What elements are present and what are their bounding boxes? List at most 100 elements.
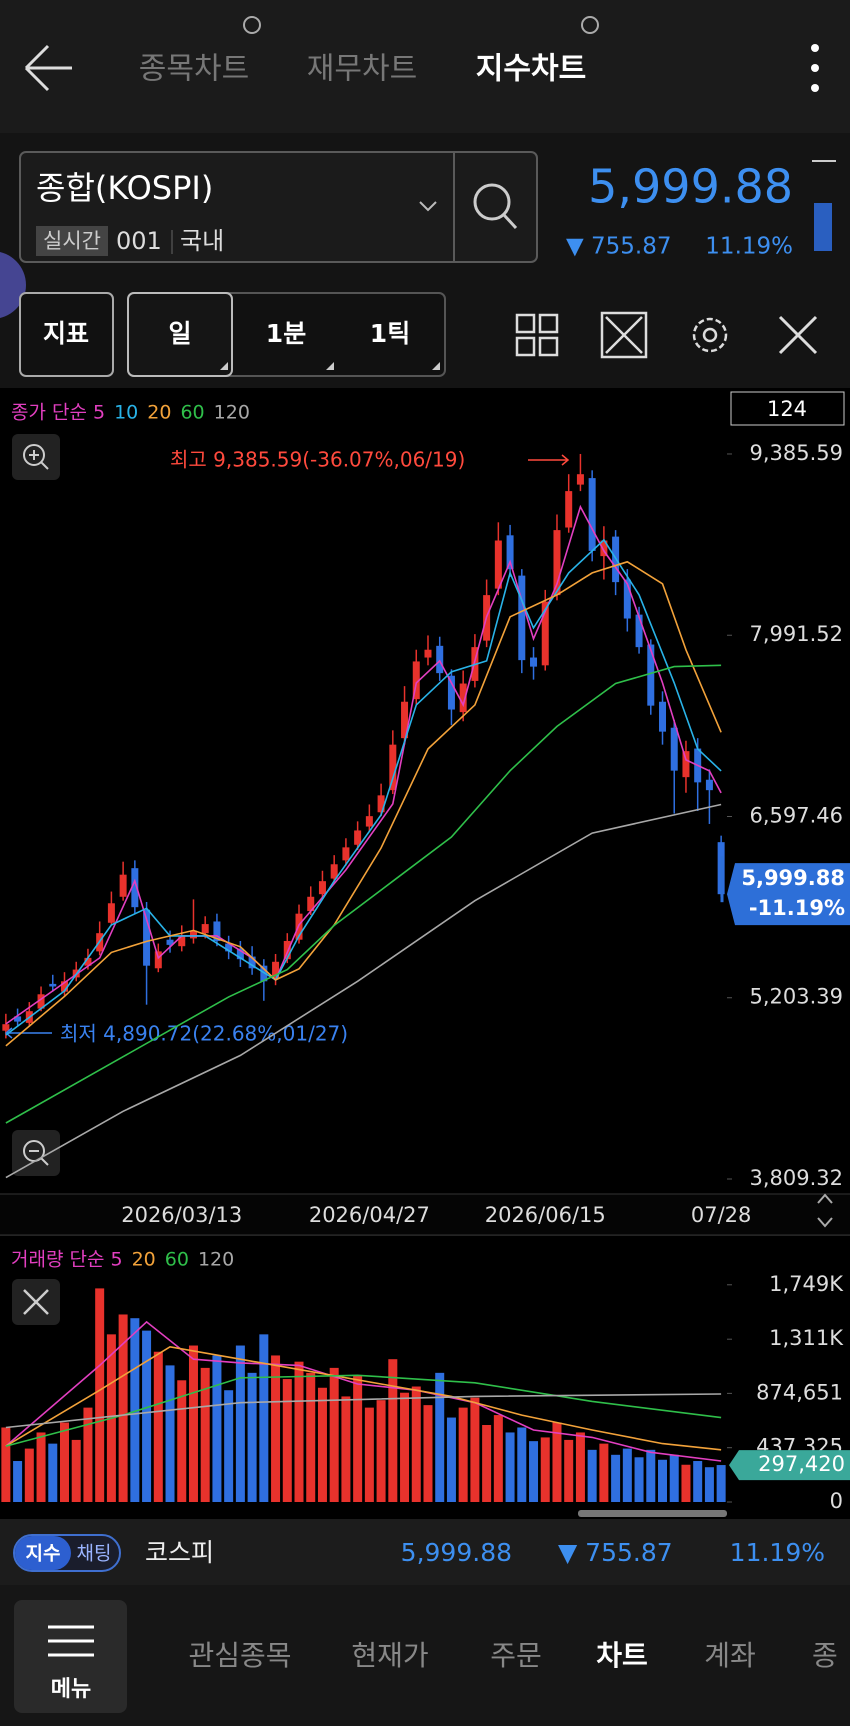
annotation-arrow bbox=[528, 454, 570, 466]
settings-button[interactable] bbox=[692, 317, 728, 353]
back-button[interactable] bbox=[24, 44, 72, 92]
tab-active[interactable]: 지수차트 bbox=[476, 52, 586, 87]
y-tick-label: 9,385.59 bbox=[749, 441, 843, 465]
tab[interactable]: 종목차트 bbox=[139, 52, 249, 87]
volume-bar bbox=[247, 1372, 257, 1502]
legend-entry: 거래량 단순 5 bbox=[11, 1249, 123, 1271]
volume-bar bbox=[95, 1288, 105, 1502]
last-volume-tag bbox=[729, 1450, 850, 1481]
candle-body bbox=[647, 644, 655, 706]
y-tick-label: 6,597.46 bbox=[749, 803, 843, 827]
nav-tab[interactable]: 현재가 bbox=[351, 1639, 428, 1672]
nav-tab[interactable]: 관심종목 bbox=[188, 1639, 291, 1672]
volume-bar bbox=[282, 1379, 292, 1502]
bottom-nav bbox=[0, 1585, 850, 1726]
tag-box bbox=[36, 226, 108, 256]
annotation-low: 최저 4,890.72(22.68%,01/27) bbox=[60, 1022, 348, 1046]
date-axis bbox=[0, 1194, 850, 1235]
legend-entry: 종가 단순 5 bbox=[11, 402, 105, 424]
period[interactable]: 일 bbox=[168, 319, 191, 348]
volume-bar bbox=[1, 1427, 11, 1502]
fullscreen-button[interactable] bbox=[600, 311, 648, 359]
candle-body bbox=[342, 847, 350, 861]
symbol-code: 001 bbox=[116, 227, 162, 255]
nav-tab[interactable]: 주문 bbox=[490, 1639, 542, 1672]
candle-body bbox=[541, 601, 549, 666]
volume-bar bbox=[317, 1387, 327, 1502]
candle-body bbox=[588, 478, 596, 551]
zoom-out-button[interactable] bbox=[12, 1130, 60, 1176]
price: 5,999.88 bbox=[588, 160, 793, 214]
volume-bar bbox=[564, 1439, 574, 1502]
top-bar bbox=[0, 0, 850, 133]
indicator-button[interactable] bbox=[19, 292, 114, 377]
candle-body bbox=[107, 903, 115, 923]
candle-body bbox=[2, 1024, 10, 1031]
volume-bar bbox=[118, 1314, 128, 1502]
y-tick-label: 7,991.52 bbox=[749, 622, 843, 646]
ticker-chat[interactable]: 채팅 bbox=[77, 1543, 112, 1565]
candle-body bbox=[307, 896, 315, 912]
volume-bar bbox=[200, 1367, 210, 1502]
moving-average-line bbox=[5, 664, 722, 1124]
volume-bar bbox=[505, 1432, 515, 1502]
candle-body bbox=[272, 961, 280, 979]
last-price-tag bbox=[727, 863, 850, 926]
tools-button[interactable] bbox=[778, 315, 818, 355]
volume-bar bbox=[669, 1454, 679, 1502]
candle-body bbox=[14, 1016, 22, 1022]
price-change-pct: 11.19% bbox=[705, 234, 793, 260]
candle-body bbox=[600, 540, 608, 557]
candle-body bbox=[154, 951, 162, 969]
volume-bar bbox=[400, 1392, 410, 1502]
volume-bar bbox=[329, 1367, 339, 1502]
volume-bar bbox=[188, 1345, 198, 1502]
volume-bar bbox=[341, 1396, 351, 1502]
more-button[interactable] bbox=[811, 44, 819, 92]
period[interactable]: 1분 bbox=[266, 319, 306, 348]
candle-body bbox=[201, 924, 209, 934]
ticker-badge-bg bbox=[15, 1536, 71, 1570]
candle-body bbox=[189, 930, 197, 939]
candle-body bbox=[494, 540, 502, 589]
volume-bar bbox=[529, 1441, 539, 1502]
candle-body bbox=[248, 956, 256, 969]
volume-bar bbox=[716, 1465, 726, 1502]
period[interactable]: 1틱 bbox=[370, 319, 410, 348]
candle-body bbox=[553, 530, 561, 596]
tab[interactable]: 재무차트 bbox=[307, 52, 417, 87]
volume-bar bbox=[24, 1448, 34, 1502]
ticker-name: 코스피 bbox=[145, 1538, 214, 1567]
zoom-in-button[interactable] bbox=[12, 434, 60, 480]
layout-button[interactable] bbox=[515, 313, 559, 357]
candle-body bbox=[530, 657, 538, 667]
candle-body bbox=[37, 994, 45, 1009]
search-button[interactable] bbox=[473, 183, 518, 230]
candle-body bbox=[330, 864, 338, 879]
legend-entry: 10 bbox=[114, 402, 138, 424]
symbol-box[interactable] bbox=[19, 151, 538, 263]
nav-tab[interactable]: 종 bbox=[812, 1639, 838, 1672]
volume-bar bbox=[517, 1427, 527, 1502]
nav-tab[interactable]: 계좌 bbox=[704, 1639, 756, 1672]
volume-bar bbox=[435, 1372, 445, 1502]
menu-icon bbox=[48, 1625, 94, 1657]
tab-icon bbox=[243, 16, 261, 34]
menu-label: 메뉴 bbox=[51, 1677, 91, 1702]
axis-scroll[interactable] bbox=[817, 1193, 833, 1228]
legend-entry: 120 bbox=[198, 1249, 234, 1271]
nav-tab-active[interactable]: 차트 bbox=[596, 1639, 648, 1672]
dropdown-chevron[interactable] bbox=[419, 201, 437, 212]
close-volume-button[interactable] bbox=[12, 1279, 60, 1325]
candle-body bbox=[283, 940, 291, 960]
volume-bar bbox=[552, 1422, 562, 1502]
candle-body bbox=[436, 645, 444, 674]
y-tick-label: 5,203.39 bbox=[749, 985, 843, 1009]
price-panel bbox=[0, 388, 850, 1194]
volume-bar bbox=[353, 1375, 363, 1502]
scrollbar[interactable] bbox=[578, 1510, 727, 1517]
volume-bar bbox=[235, 1345, 245, 1502]
candle-body bbox=[401, 701, 409, 739]
last-price-label: 5,999.88 bbox=[741, 866, 845, 890]
